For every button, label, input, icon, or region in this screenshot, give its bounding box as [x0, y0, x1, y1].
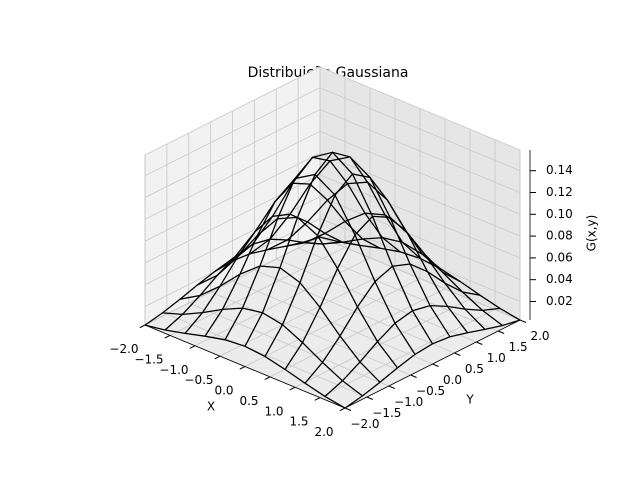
y-tick-label: −2.0	[350, 417, 379, 431]
grid-line	[297, 247, 499, 332]
y-tick-label: −1.5	[372, 406, 401, 420]
x-tick	[264, 376, 271, 380]
z-tick-label: 0.04	[546, 272, 573, 286]
grid-line	[276, 258, 477, 343]
y-tick	[476, 341, 483, 345]
z-axis-label: G(x,y)	[585, 215, 599, 252]
wire-line	[214, 173, 416, 355]
grid-line	[319, 87, 521, 172]
wire-line	[284, 212, 486, 330]
z-tick-label: 0.10	[546, 207, 573, 221]
grid-line	[144, 130, 321, 220]
x-tick-label: −0.5	[184, 373, 213, 387]
wire-line	[232, 151, 434, 345]
y-tick	[432, 363, 439, 367]
wire-line	[144, 324, 346, 409]
x-tick-label: 2.0	[314, 425, 333, 439]
grid-line	[144, 196, 321, 286]
z-tick-label: 0.02	[546, 294, 573, 308]
y-tick	[519, 319, 527, 323]
y-tick-label: 1.5	[509, 340, 528, 354]
x-tick	[239, 366, 246, 370]
x-tick-label: −1.0	[159, 363, 188, 377]
y-tick	[366, 396, 374, 400]
grid-line	[166, 313, 368, 398]
grid-line	[319, 152, 521, 237]
y-tick-label: 0.5	[465, 362, 484, 376]
wire-line	[302, 237, 503, 327]
grid-line	[319, 236, 521, 321]
y-tick	[454, 352, 461, 356]
x-tick	[214, 355, 221, 360]
x-tick	[164, 334, 171, 339]
x-tick-label: 1.0	[264, 404, 283, 418]
wire-line	[267, 181, 469, 334]
y-tick	[497, 330, 505, 334]
y-axis-line	[344, 319, 521, 409]
y-tick	[344, 407, 352, 411]
grid-line	[319, 196, 521, 281]
y-tick-label: −0.5	[416, 384, 445, 398]
y-tick-label: 1.0	[487, 351, 506, 365]
x-tick	[289, 386, 296, 391]
grid-line	[319, 174, 521, 259]
z-tick-label: 0.08	[546, 229, 573, 243]
y-tick	[410, 374, 417, 378]
x-tick-label: −1.5	[134, 352, 163, 366]
wire-line	[179, 265, 381, 383]
x-tick	[314, 397, 321, 401]
z-tick-label: 0.12	[546, 185, 573, 199]
x-tick-label: −2.0	[109, 342, 138, 356]
grid-line	[319, 109, 521, 193]
grid-line	[232, 280, 433, 365]
y-tick-label: 2.0	[530, 329, 549, 343]
wire-line	[197, 216, 399, 369]
z-tick-label: 0.06	[546, 250, 573, 264]
grid-line	[188, 302, 389, 387]
x-axis-line	[144, 324, 346, 409]
grid-line	[319, 130, 521, 215]
x-tick	[139, 324, 146, 329]
grid-line	[144, 87, 321, 177]
x-tick	[339, 407, 346, 412]
y-tick	[388, 385, 395, 389]
y-tick-label: 0.0	[443, 373, 462, 387]
wire-line	[319, 236, 521, 321]
wire-line	[249, 156, 451, 338]
grid-line	[144, 109, 321, 198]
y-axis-label: Y	[465, 393, 474, 407]
y-tick-label: −1.0	[394, 395, 423, 409]
z-tick-label: 0.14	[546, 163, 573, 177]
wire-line	[162, 307, 363, 397]
x-axis-label: X	[207, 400, 215, 414]
x-tick-label: 0.5	[239, 394, 258, 408]
x-tick	[189, 345, 196, 349]
x-tick-label: 1.5	[289, 415, 308, 429]
x-tick-label: 0.0	[214, 384, 233, 398]
grid-line	[144, 152, 321, 242]
